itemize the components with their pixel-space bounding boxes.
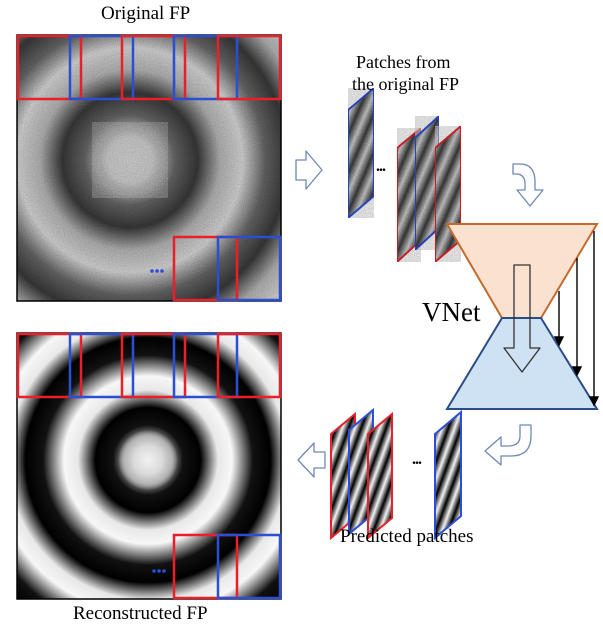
original-ellipsis-icon xyxy=(150,269,164,273)
reconstructed-patch-row-top xyxy=(16,332,282,399)
reconstructed-fp-image xyxy=(17,333,281,599)
noisy-patches-ellipsis: ... xyxy=(376,158,386,175)
vnet-label: VNet xyxy=(422,297,481,327)
original-patch-row-top xyxy=(16,34,282,101)
predicted-patch-3 xyxy=(367,411,393,541)
curved-arrow-down-icon xyxy=(512,163,544,207)
skip-connection-arrows xyxy=(553,231,600,407)
predicted-patch-4 xyxy=(434,409,462,541)
vnet-decoder xyxy=(445,317,599,410)
original-patch-corner xyxy=(172,235,282,302)
reconstructed-fp-title: Reconstructed FP xyxy=(73,603,208,624)
reconstructed-ellipsis-icon xyxy=(152,569,166,573)
original-fp-image xyxy=(17,35,281,301)
patches-title-line-2: the original FP xyxy=(352,74,459,94)
predicted-patches-ellipsis: ... xyxy=(412,451,422,468)
right-arrow-icon xyxy=(295,150,323,190)
original-fp-title: Original FP xyxy=(101,3,191,24)
reconstructed-patch-corner xyxy=(172,533,282,600)
predicted-patches-title: Predicted patches xyxy=(340,526,474,547)
down-arrow-icon xyxy=(503,264,541,373)
patches-title-line-1: Patches from xyxy=(356,52,451,72)
left-arrow-icon xyxy=(297,442,326,478)
curved-arrow-left-icon xyxy=(484,424,532,466)
noisy-patch-1 xyxy=(347,85,375,221)
